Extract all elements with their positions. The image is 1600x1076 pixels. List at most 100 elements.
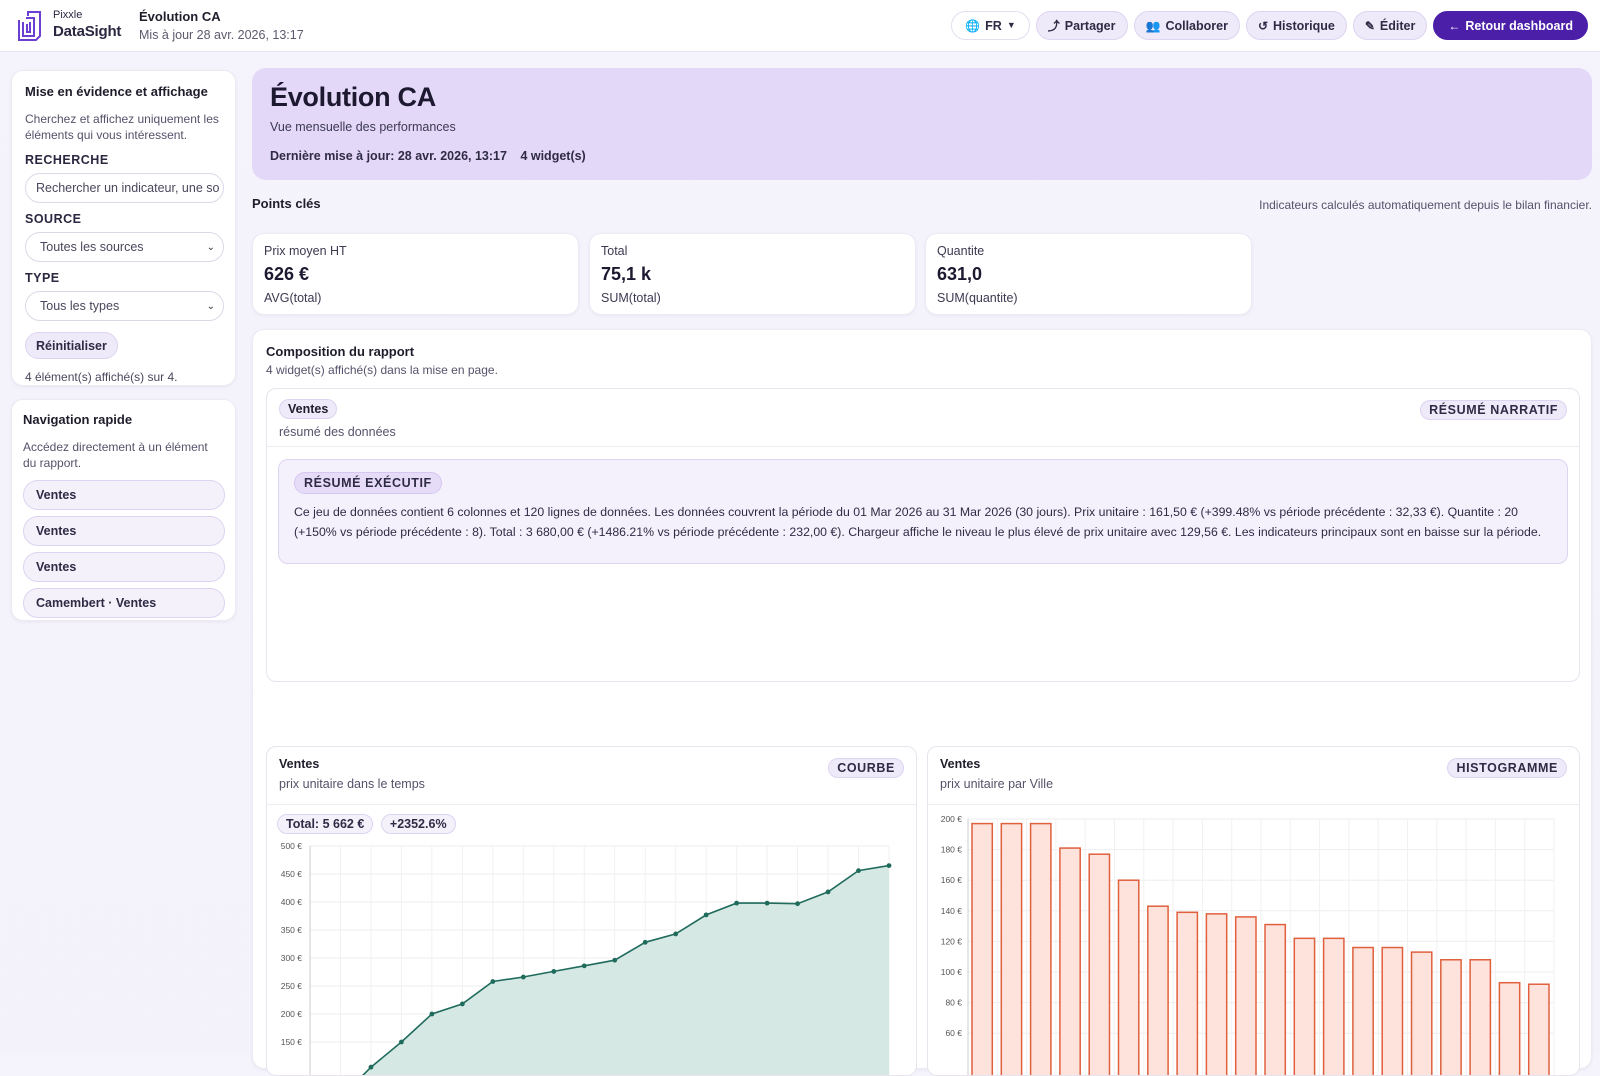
bar-chart-widget[interactable]: Ventes prix unitaire par Ville HISTOGRAM… — [927, 746, 1580, 1076]
source-label: SOURCE — [25, 212, 82, 226]
chevron-down-icon: ▼ — [1006, 20, 1016, 30]
data-point — [429, 1011, 435, 1017]
bar — [1440, 959, 1462, 1075]
brand-line1: Pixxle — [53, 9, 83, 21]
y-tick-label: 180 € — [941, 845, 963, 855]
quick-nav-item[interactable]: Camembert · Ventes — [23, 588, 225, 618]
y-tick-label: 140 € — [941, 906, 963, 916]
quick-nav-item[interactable]: Ventes — [23, 480, 225, 510]
last-update: Dernière mise à jour: 28 avr. 2026, 13:1… — [270, 149, 507, 163]
quick-nav-item[interactable]: Ventes — [23, 516, 225, 546]
source-value: Toutes les sources — [40, 240, 144, 254]
quick-nav-item[interactable]: Ventes — [23, 552, 225, 582]
widget-header: Ventes résumé des données RÉSUMÉ NARRATI… — [267, 389, 1579, 447]
bar — [1293, 937, 1316, 1075]
bar — [1381, 946, 1404, 1075]
widget-type-badge: COURBE — [828, 758, 904, 778]
top-bar: Pixxle DataSight Évolution CA Mis à jour… — [0, 0, 1600, 52]
y-tick-label: 350 € — [281, 925, 303, 935]
widget-title: Ventes — [279, 757, 320, 771]
kpi-card: Quantite 631,0 SUM(quantite) — [925, 233, 1252, 315]
share-button[interactable]: ⤴ Partager — [1035, 11, 1128, 40]
data-point — [581, 963, 587, 969]
bar — [1410, 951, 1433, 1075]
edit-button[interactable]: ✎ Éditer — [1352, 11, 1428, 40]
pixxle-logo-icon[interactable] — [16, 8, 44, 44]
language-selector[interactable]: 🌐 FR ▼ — [951, 11, 1030, 40]
line-chart-widget[interactable]: Ventes prix unitaire dans le temps COURB… — [266, 746, 917, 1076]
report-composition: Composition du rapport 4 widget(s) affic… — [252, 329, 1592, 1076]
y-tick-label: 100 € — [941, 967, 963, 977]
page-title: Évolution CA — [270, 82, 436, 112]
widget-title: Ventes — [279, 399, 338, 419]
line-chart-chips: Total: 5 662 € +2352.6% — [277, 814, 460, 834]
history-button[interactable]: ↺ Historique — [1245, 11, 1347, 40]
composition-title: Composition du rapport — [266, 344, 415, 359]
language-label: FR — [985, 18, 1002, 33]
data-point — [886, 863, 892, 868]
data-point — [399, 1039, 404, 1045]
widget-header: Ventes prix unitaire dans le temps COURB… — [267, 747, 916, 805]
area-fill — [363, 865, 889, 1075]
data-point — [673, 931, 679, 937]
back-dashboard-label: Retour dashboard — [1465, 18, 1573, 33]
widget-subtitle: résumé des données — [279, 425, 396, 439]
widget-subtitle: prix unitaire dans le temps — [279, 777, 425, 791]
bar — [1000, 822, 1023, 1075]
y-tick-label: 150 € — [281, 1037, 303, 1047]
chevron-down-icon: ⌄ — [206, 300, 215, 312]
page-subtitle: Vue mensuelle des performances — [270, 120, 456, 134]
bar — [1264, 923, 1287, 1075]
type-select[interactable]: Tous les types ⌄ — [25, 291, 224, 321]
data-point — [612, 957, 618, 963]
document-title: Évolution CA Mis à jour 28 avr. 2026, 13… — [139, 9, 304, 42]
history-label: Historique — [1273, 18, 1335, 33]
bar — [1498, 981, 1521, 1075]
bar — [971, 822, 994, 1075]
kpi-label: Total — [601, 244, 628, 258]
data-point — [703, 912, 709, 918]
filter-panel-desc: Cherchez et affichez uniquement les élém… — [25, 112, 219, 142]
quick-navigation: Navigation rapide Accédez directement à … — [11, 399, 236, 621]
type-label: TYPE — [25, 271, 60, 285]
delta-chip: +2352.6% — [380, 814, 456, 834]
data-point — [520, 974, 526, 980]
share-label: Partager — [1064, 18, 1116, 33]
search-input[interactable]: Rechercher un indicateur, une so — [25, 173, 224, 203]
data-point — [856, 868, 861, 874]
y-tick-label: 200 € — [941, 814, 963, 824]
executive-summary: RÉSUMÉ EXÉCUTIF Ce jeu de données contie… — [278, 459, 1568, 564]
widget-header: Ventes prix unitaire par Ville HISTOGRAM… — [928, 747, 1579, 805]
back-dashboard-button[interactable]: ← Retour dashboard — [1433, 11, 1588, 40]
kpi-card: Prix moyen HT 626 € AVG(total) — [252, 233, 579, 315]
widget-count: 4 widget(s) — [520, 149, 586, 163]
data-point — [368, 1064, 374, 1070]
y-tick-label: 250 € — [281, 981, 303, 991]
widget-subtitle: prix unitaire par Ville — [940, 777, 1054, 791]
bar — [1527, 983, 1550, 1075]
y-tick-label: 60 € — [945, 1028, 962, 1038]
collaborate-button[interactable]: 👥 Collaborer — [1133, 11, 1240, 40]
brand-name: Pixxle DataSight — [53, 9, 121, 40]
header-actions: 🌐 FR ▼ ⤴ Partager 👥 Collaborer ↺ Histori… — [951, 11, 1588, 40]
bar — [1469, 959, 1492, 1075]
arrow-left-icon: ← — [1448, 18, 1461, 33]
y-tick-label: 200 € — [281, 1009, 303, 1019]
narrative-widget[interactable]: Ventes résumé des données RÉSUMÉ NARRATI… — [266, 388, 1580, 682]
reset-button[interactable]: Réinitialiser — [25, 332, 118, 359]
filter-panel: Mise en évidence et affichage Cherchez e… — [11, 70, 236, 386]
bar — [1322, 937, 1345, 1075]
line-chart: 500 € 450 € 400 € 350 € 300 € 250 € 200 € 150 € — [281, 841, 892, 1075]
globe-icon: 🌐 — [965, 18, 981, 33]
data-point — [490, 979, 496, 984]
source-select[interactable]: Toutes les sources ⌄ — [25, 232, 224, 262]
kpi-card: Total 75,1 k SUM(total) — [589, 233, 916, 315]
users-icon: 👥 — [1145, 18, 1161, 33]
kpi-value: 631,0 — [937, 264, 983, 284]
y-tick-label: 400 € — [281, 897, 303, 907]
y-tick-label: 450 € — [281, 869, 303, 879]
updated-timestamp: Mis à jour 28 avr. 2026, 13:17 — [139, 28, 304, 42]
keypoints-note: Indicateurs calculés automatiquement dep… — [1259, 198, 1592, 212]
y-tick-label: 120 € — [941, 936, 963, 946]
bar — [1117, 879, 1140, 1075]
